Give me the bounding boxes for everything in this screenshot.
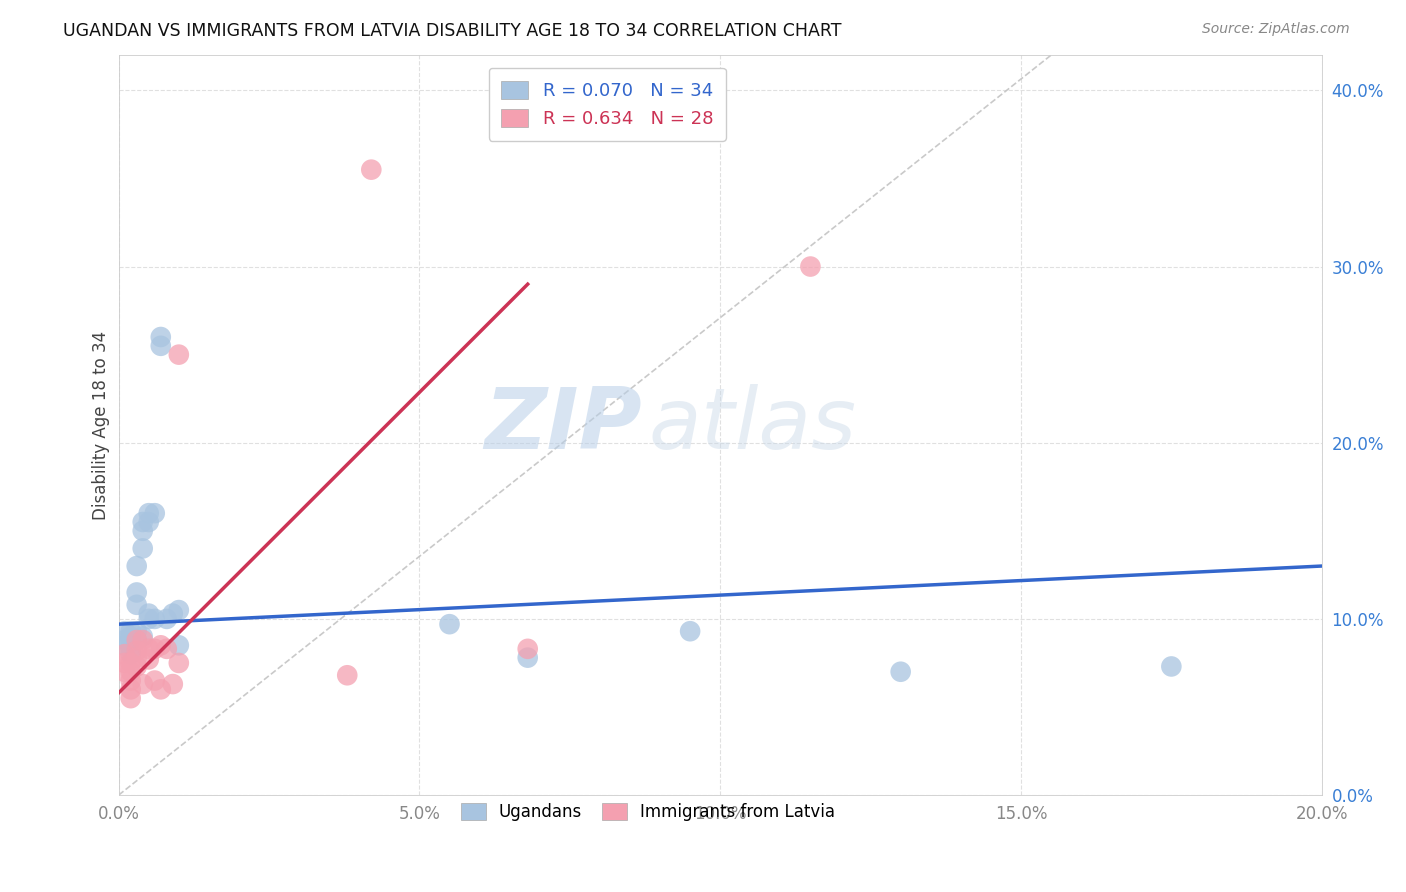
Point (132, 524, 155, 538)
Point (120, 634, 142, 648)
Point (143, 612, 166, 626)
Point (120, 641, 142, 656)
Point (360, 162, 382, 177)
Point (149, 330, 172, 344)
Point (120, 630, 142, 644)
Point (120, 691, 142, 706)
Point (439, 617, 461, 632)
Point (132, 677, 155, 691)
Y-axis label: Disability Age 18 to 34: Disability Age 18 to 34 (93, 331, 110, 520)
Point (143, 506, 166, 520)
Point (120, 647, 142, 661)
Point (120, 682, 142, 697)
Point (125, 598, 148, 612)
Point (138, 652, 160, 666)
Point (114, 633, 136, 648)
Point (125, 643, 148, 657)
Point (125, 633, 148, 648)
Point (162, 677, 184, 691)
Point (167, 603, 190, 617)
Point (516, 650, 538, 665)
Point (114, 656, 136, 670)
Point (114, 638, 136, 652)
Point (162, 607, 184, 621)
Text: atlas: atlas (648, 384, 856, 467)
Point (143, 641, 166, 656)
Text: ZIP: ZIP (485, 384, 643, 467)
Point (120, 624, 142, 639)
Point (132, 515, 155, 529)
Point (336, 668, 359, 682)
Point (799, 260, 821, 274)
Point (138, 506, 160, 520)
Point (114, 665, 136, 679)
Point (890, 665, 912, 679)
Point (167, 656, 190, 670)
Point (138, 612, 160, 626)
Point (125, 650, 148, 665)
Point (125, 633, 148, 648)
Point (125, 624, 148, 639)
Text: Source: ZipAtlas.com: Source: ZipAtlas.com (1202, 22, 1350, 37)
Point (125, 585, 148, 599)
Point (167, 638, 190, 652)
Text: UGANDAN VS IMMIGRANTS FROM LATVIA DISABILITY AGE 18 TO 34 CORRELATION CHART: UGANDAN VS IMMIGRANTS FROM LATVIA DISABI… (63, 22, 842, 40)
Point (167, 348, 190, 362)
Point (125, 559, 148, 574)
Point (149, 682, 172, 697)
Point (114, 647, 136, 661)
Point (679, 624, 702, 639)
Point (125, 659, 148, 673)
Point (132, 633, 155, 648)
Point (149, 638, 172, 652)
Point (156, 612, 179, 626)
Point (138, 607, 160, 621)
Point (516, 641, 538, 656)
Point (156, 641, 179, 656)
Point (132, 630, 155, 644)
Point (120, 656, 142, 670)
Point (138, 515, 160, 529)
Point (114, 624, 136, 639)
Legend: Ugandans, Immigrants from Latvia: Ugandans, Immigrants from Latvia (450, 793, 845, 831)
Point (1160, 659, 1182, 673)
Point (120, 665, 142, 679)
Point (143, 673, 166, 688)
Point (132, 541, 155, 556)
Point (138, 641, 160, 656)
Point (120, 673, 142, 688)
Point (149, 339, 172, 353)
